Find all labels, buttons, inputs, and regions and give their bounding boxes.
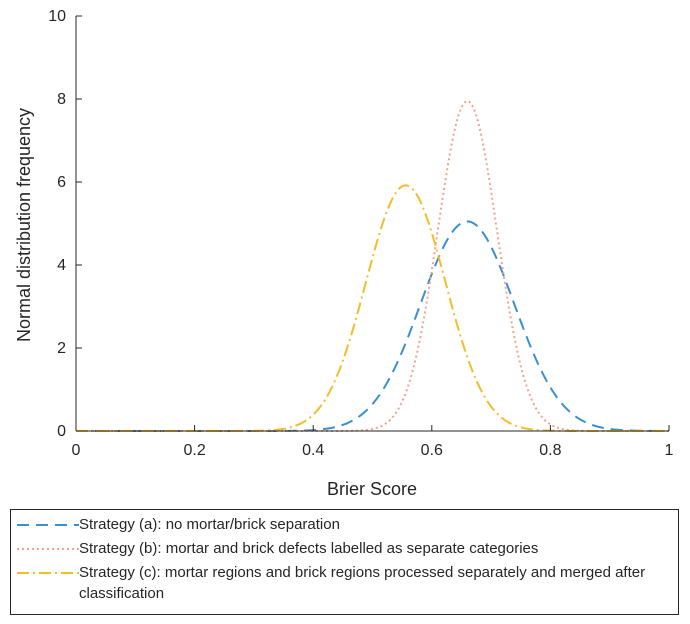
legend-item-strategy-b: Strategy (b): mortar and brick defects l…: [11, 538, 664, 559]
legend-label-strategy-a: Strategy (a): no mortar/brick separation: [79, 516, 340, 533]
y-tick-label: 6: [57, 174, 66, 191]
legend-label-strategy-c: Strategy (c): mortar regions and brick r…: [79, 564, 646, 602]
x-tick-label: 0.2: [183, 442, 205, 459]
legend-swatch-strategy-b: [11, 538, 79, 558]
legend-item-strategy-c: Strategy (c): mortar regions and brick r…: [11, 562, 664, 604]
x-tick-label: 1: [665, 442, 674, 459]
legend-label-strategy-b: Strategy (b): mortar and brick defects l…: [79, 540, 539, 557]
axes: [75, 15, 670, 432]
x-tick-label: 0.8: [539, 442, 561, 459]
plot-lines: [76, 100, 669, 432]
y-tick-label: 0: [57, 423, 66, 440]
y-tick-label: 8: [57, 91, 66, 108]
y-tick-label: 2: [57, 340, 66, 357]
legend-swatch-strategy-a: [11, 514, 79, 534]
series-line-0: [76, 220, 669, 432]
legend-swatch-strategy-c: [11, 562, 79, 582]
legend-item-strategy-a: Strategy (a): no mortar/brick separation: [11, 514, 664, 535]
legend: Strategy (a): no mortar/brick separation…: [10, 509, 679, 615]
y-tick-label: 4: [57, 257, 66, 274]
x-tick-label: 0.4: [302, 442, 324, 459]
y-tick-label: 10: [48, 8, 66, 25]
x-axis-title: Brier Score: [327, 479, 417, 499]
series-line-2: [76, 184, 669, 432]
x-tick-label: 0: [72, 442, 81, 459]
series-line-1: [76, 100, 669, 432]
y-axis-title: Normal distribution frequency: [14, 108, 34, 342]
x-tick-label: 0.6: [421, 442, 443, 459]
